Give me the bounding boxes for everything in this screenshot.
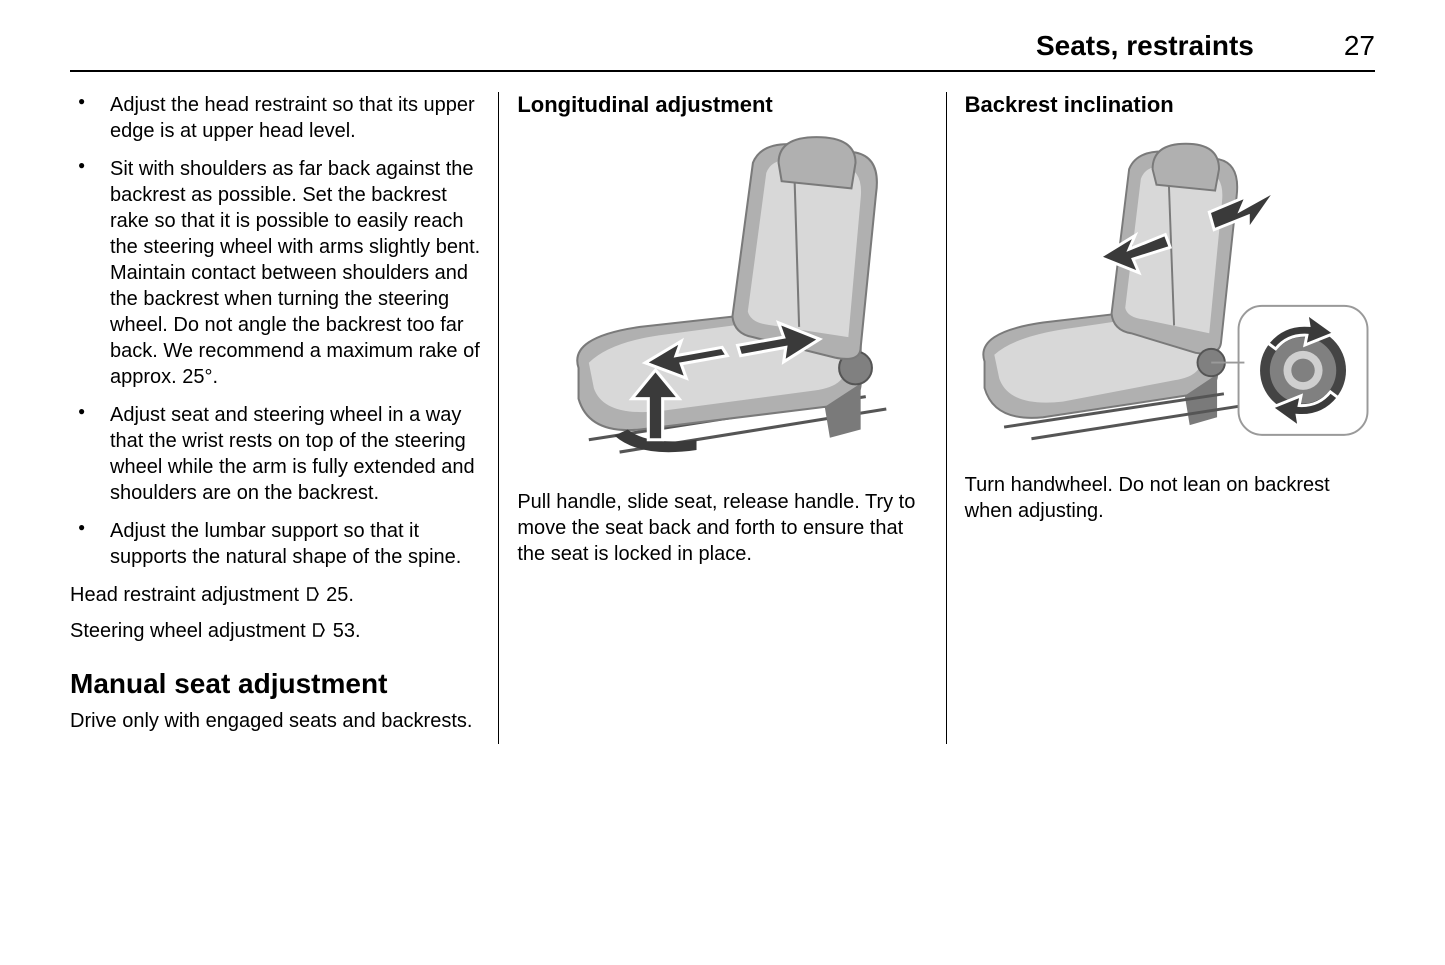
ref2-page: 53. (327, 620, 360, 642)
page-ref-icon (311, 622, 327, 638)
column-1: Adjust the head restraint so that its up… (70, 92, 498, 744)
header-page-number: 27 (1344, 30, 1375, 62)
header-section-title: Seats, restraints (1036, 30, 1254, 62)
ref1-page: 25. (321, 584, 354, 606)
longitudinal-figure (517, 132, 927, 471)
bullet-item: Adjust seat and steering wheel in a way … (70, 402, 480, 506)
column-2: Longitudinal adjustment (498, 92, 945, 744)
bullet-item: Sit with shoulders as far back against t… (70, 156, 480, 390)
cross-ref-2: Steering wheel adjustment 53. (70, 618, 480, 644)
manual-seat-adjustment-body: Drive only with engaged seats and backre… (70, 708, 480, 734)
bullet-list: Adjust the head restraint so that its up… (70, 92, 480, 570)
ref1-prefix: Head restraint adjustment (70, 584, 305, 606)
seat-longitudinal-svg (517, 132, 927, 471)
ref2-prefix: Steering wheel adjustment (70, 620, 311, 642)
handwheel-callout (1211, 306, 1367, 435)
bullet-item: Adjust the lumbar support so that it sup… (70, 518, 480, 570)
content-columns: Adjust the head restraint so that its up… (70, 92, 1375, 744)
longitudinal-caption: Pull handle, slide seat, release handle.… (517, 489, 927, 567)
backrest-heading: Backrest inclination (965, 92, 1375, 118)
column-3: Backrest inclination (946, 92, 1375, 744)
backrest-caption: Turn handwheel. Do not lean on backrest … (965, 472, 1375, 524)
page-header: Seats, restraints 27 (70, 30, 1375, 72)
cross-ref-1: Head restraint adjustment 25. (70, 582, 480, 608)
seat-backrest-svg (965, 132, 1375, 454)
longitudinal-heading: Longitudinal adjustment (517, 92, 927, 118)
backrest-figure (965, 132, 1375, 454)
bullet-item: Adjust the head restraint so that its up… (70, 92, 480, 144)
manual-seat-adjustment-heading: Manual seat adjustment (70, 668, 480, 700)
page-ref-icon (305, 586, 321, 602)
